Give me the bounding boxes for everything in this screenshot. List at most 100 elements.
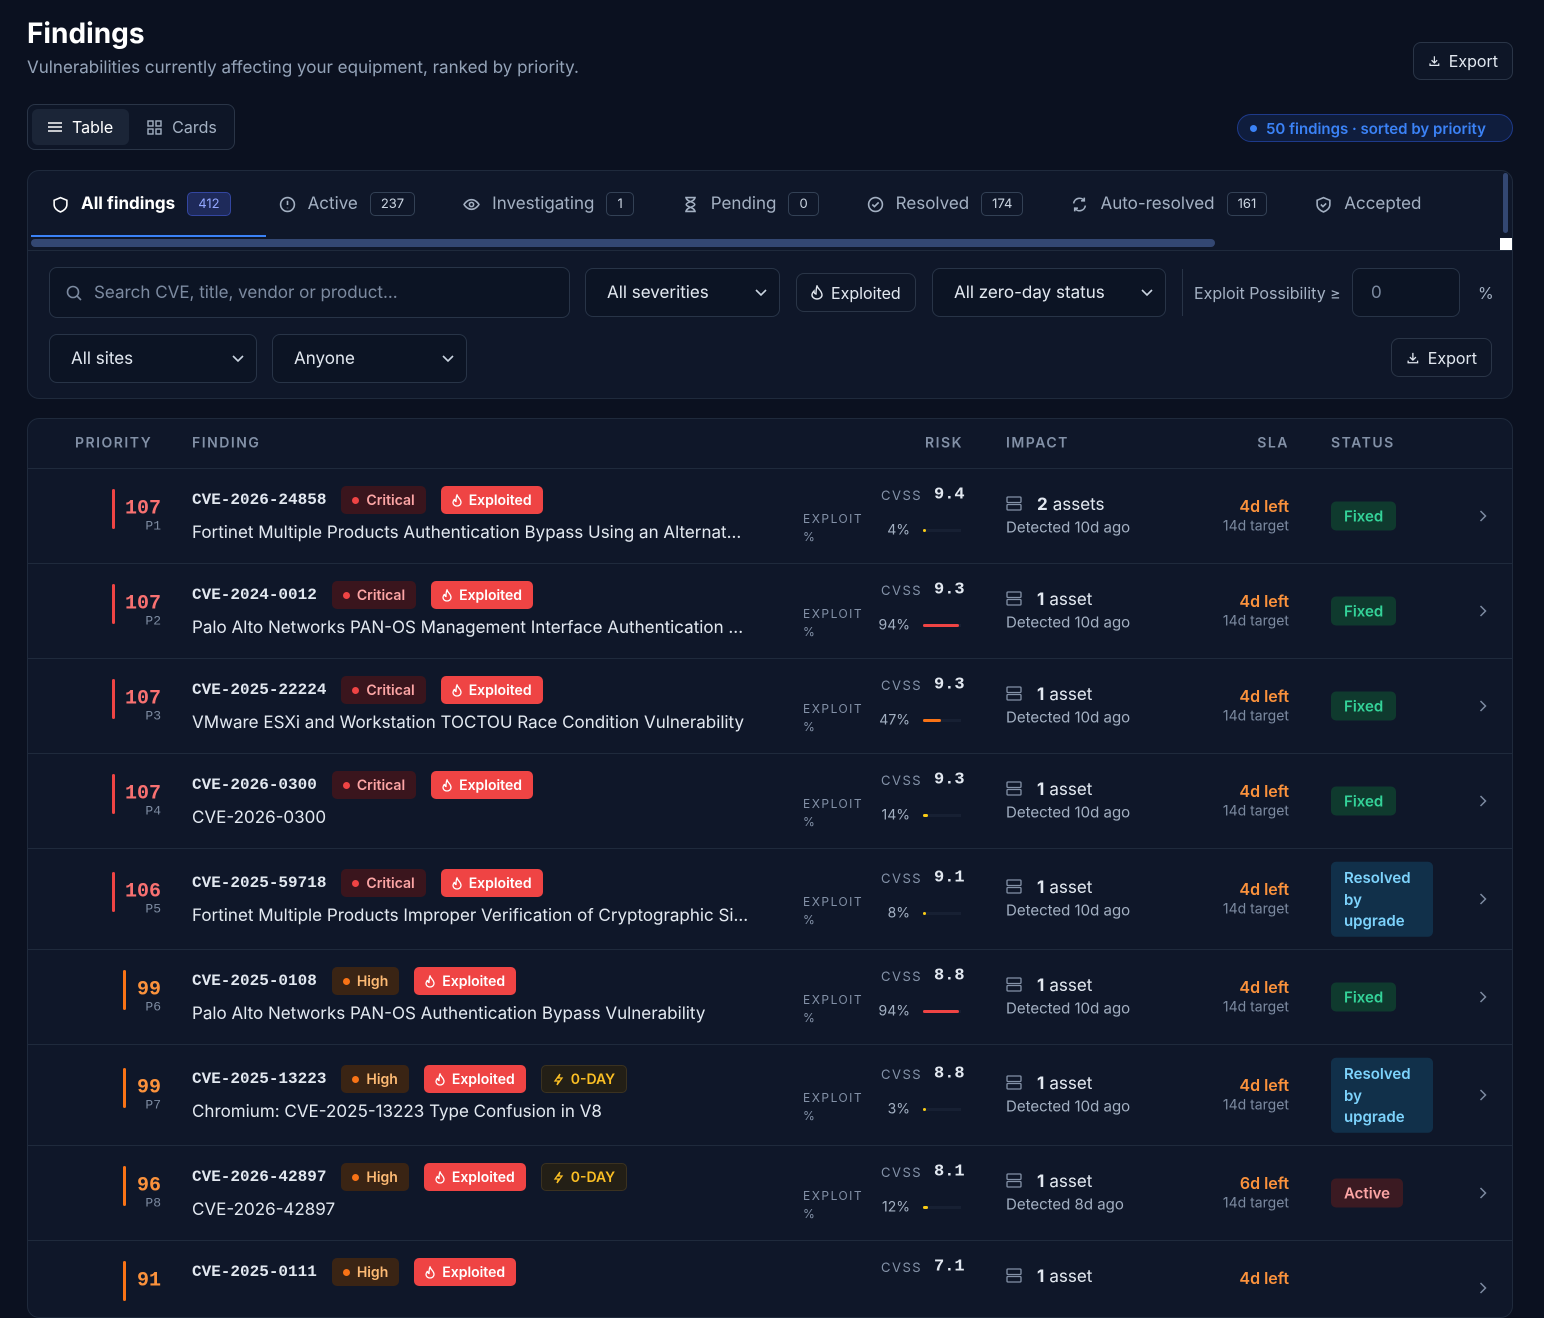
cvss-score: 7.1 — [934, 1257, 965, 1277]
row-chevron[interactable] — [1479, 987, 1487, 1007]
view-cards[interactable]: Cards — [133, 109, 231, 145]
exploit-possibility-input[interactable]: 0 — [1352, 268, 1460, 317]
exploited-label: Exploited — [442, 972, 506, 990]
exploited-badge: Exploited — [414, 967, 517, 995]
detected: Detected 8d ago — [1006, 1194, 1124, 1214]
finding-row[interactable]: 107 P4 CVE-2026-0300 Critical Exploited CVE-2… — [28, 753, 1512, 848]
row-chevron[interactable] — [1479, 1183, 1487, 1203]
finding-row[interactable]: 99 P7 CVE-2025-13223 High Exploited 0-DAY Chro… — [28, 1044, 1512, 1145]
sla: 4d left — [1239, 781, 1289, 801]
tab-icon — [684, 196, 696, 212]
cve-id: CVE-2026-42897 — [192, 1168, 327, 1186]
priority-bar — [112, 679, 115, 719]
tab[interactable]: All findings 412 — [28, 171, 255, 237]
chevron-right — [1479, 795, 1487, 807]
asset-unit: asset — [1049, 1172, 1093, 1192]
tab-count: 161 — [1226, 192, 1268, 216]
filter-export-label: Export — [1427, 347, 1477, 368]
cvss-score: 9.3 — [934, 675, 965, 695]
zero-day-label: 0-DAY — [570, 1070, 616, 1088]
sites-select[interactable]: All sites — [49, 334, 257, 383]
cvss-label: CVSS — [881, 583, 923, 599]
tab[interactable]: Active 237 — [255, 171, 440, 237]
exploited-label: Exploited — [468, 491, 532, 509]
severity-label: High — [366, 1168, 398, 1186]
severity-dot — [352, 686, 360, 694]
chevron-right — [1479, 700, 1487, 712]
tab[interactable]: Investigating 1 — [439, 171, 658, 237]
divider — [28, 250, 1512, 251]
finding-row[interactable]: 106 P5 CVE-2025-59718 Critical Exploited Fort… — [28, 848, 1512, 949]
view-table[interactable]: Table — [32, 109, 130, 145]
server-icon — [1006, 781, 1022, 796]
cvss-score: 9.3 — [934, 580, 965, 600]
severity-dot — [352, 496, 360, 504]
tab[interactable]: Accepted — [1291, 171, 1445, 237]
chevron-right — [1479, 1282, 1487, 1294]
cve-id: CVE-2025-59718 — [192, 874, 327, 892]
finding-row[interactable]: 107 P2 CVE-2024-0012 Critical Exploited Palo … — [28, 563, 1512, 658]
priority-bar — [123, 1068, 126, 1108]
tab[interactable]: Pending 0 — [658, 171, 843, 237]
finding-row[interactable]: 107 P3 CVE-2025-22224 Critical Exploited VMwa… — [28, 658, 1512, 753]
row-chevron[interactable] — [1479, 506, 1487, 526]
asset-number: 1 — [1037, 878, 1045, 898]
column-header: PRIORITY — [75, 434, 153, 452]
asset-unit: asset — [1049, 1074, 1093, 1094]
row-chevron[interactable] — [1479, 1278, 1487, 1298]
finding-row[interactable]: 91 CVE-2025-0111 High Exploited CVSS 7.1 1 asse… — [28, 1240, 1512, 1317]
row-chevron[interactable] — [1479, 791, 1487, 811]
zero-day-select[interactable]: All zero-day status — [932, 268, 1166, 317]
row-chevron[interactable] — [1479, 696, 1487, 716]
priority-score: 106 — [124, 880, 161, 904]
exploit-value: 8% — [887, 904, 910, 922]
tab[interactable]: Resolved 174 — [843, 171, 1048, 237]
exploited-label: Exploited — [831, 282, 901, 303]
exploited-toggle[interactable]: Exploited — [796, 273, 916, 312]
export-button[interactable]: Export — [1413, 42, 1513, 80]
row-chevron[interactable] — [1479, 1085, 1487, 1105]
filter-export-button[interactable]: Export — [1391, 338, 1492, 377]
cvss-score: 8.1 — [934, 1162, 965, 1182]
severity-badge: Critical — [341, 486, 426, 514]
exploit-label: EXPLOIT % — [803, 796, 864, 829]
row-chevron[interactable] — [1479, 889, 1487, 909]
search-input[interactable]: Search CVE, title, vendor or product... — [49, 267, 570, 318]
exploit-label: EXPLOIT % — [803, 894, 864, 927]
sla-target: 14d target — [1222, 802, 1289, 820]
severity-label: Critical — [366, 874, 415, 892]
search-placeholder: Search CVE, title, vendor or product... — [94, 282, 398, 303]
detected: Detected 10d ago — [1006, 802, 1131, 822]
exploit-value: 3% — [887, 1100, 910, 1118]
exploited-label: Exploited — [459, 776, 522, 794]
priority-score: 96 — [136, 1174, 161, 1198]
scroll-corner — [1500, 238, 1512, 250]
chevron-right — [1479, 1089, 1487, 1101]
exploit-bar — [923, 1108, 926, 1111]
asset-unit: assets — [1052, 495, 1105, 515]
status-badge: Resolved by upgrade — [1331, 1057, 1433, 1133]
cvss-label: CVSS — [881, 969, 923, 985]
row-chevron[interactable] — [1479, 601, 1487, 621]
severity-dot — [352, 1173, 360, 1181]
assignee-select[interactable]: Anyone — [272, 334, 467, 383]
priority-rank: P8 — [145, 1195, 161, 1211]
export-label: Export — [1448, 51, 1498, 71]
status-badge: Fixed — [1331, 982, 1397, 1012]
asset-unit: asset — [1049, 976, 1093, 996]
finding-row[interactable]: 107 P1 CVE-2026-24858 Critical Exploited Fort… — [28, 468, 1512, 563]
finding-row[interactable]: 99 P6 CVE-2025-0108 High Exploited Palo Alto … — [28, 949, 1512, 1044]
finding-row[interactable]: 96 P8 CVE-2026-42897 High Exploited 0-DAY CVE-… — [28, 1145, 1512, 1240]
search-icon — [66, 285, 82, 301]
bolt-icon — [553, 1171, 563, 1183]
exploited-badge: Exploited — [431, 581, 533, 609]
filter-divider — [1182, 269, 1183, 316]
detected: Detected 10d ago — [1006, 998, 1131, 1018]
status-badge: Fixed — [1331, 501, 1397, 531]
tab[interactable]: Auto-resolved 161 — [1047, 171, 1291, 237]
detected: Detected 10d ago — [1006, 612, 1131, 632]
exploit-possibility-value: 0 — [1371, 282, 1382, 303]
sla-target: 14d target — [1222, 707, 1289, 725]
severity-select[interactable]: All severities — [585, 268, 780, 317]
asset-unit: asset — [1049, 590, 1093, 610]
